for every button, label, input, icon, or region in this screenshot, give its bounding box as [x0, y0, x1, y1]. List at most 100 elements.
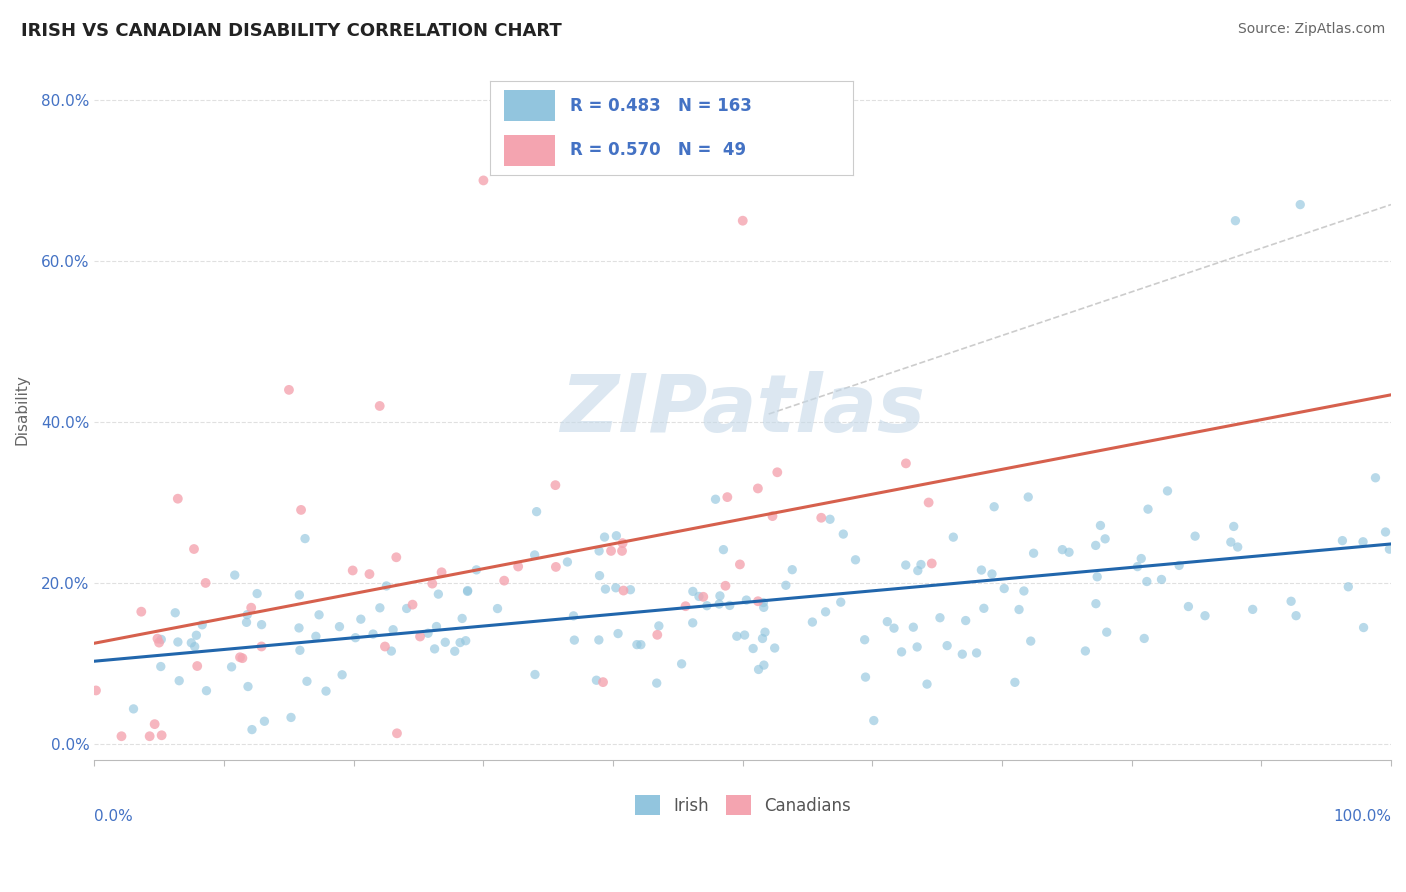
Text: 0.0%: 0.0% — [94, 809, 134, 824]
Point — [1095, 625, 1118, 640]
Point — [472, 173, 495, 187]
Point — [612, 536, 634, 550]
Point — [129, 605, 152, 619]
Point — [1378, 542, 1400, 557]
Point — [725, 629, 748, 643]
Point — [1052, 542, 1074, 557]
Point — [748, 663, 770, 677]
Point — [855, 670, 877, 684]
Point — [1150, 573, 1173, 587]
Point — [1289, 197, 1312, 211]
Point — [830, 595, 852, 609]
Point — [1279, 594, 1302, 608]
Point — [1008, 602, 1031, 616]
Point — [1084, 538, 1107, 552]
Point — [1084, 597, 1107, 611]
Point — [588, 632, 610, 647]
Point — [905, 640, 928, 654]
Point — [315, 684, 337, 698]
Point — [330, 667, 353, 681]
Point — [250, 640, 273, 654]
Point — [288, 588, 311, 602]
Point — [166, 491, 188, 506]
Point — [612, 583, 634, 598]
Point — [894, 456, 917, 470]
Point — [350, 612, 373, 626]
Point — [544, 560, 567, 574]
Point — [752, 596, 775, 610]
Point — [1226, 540, 1249, 554]
Point — [645, 628, 668, 642]
Point — [929, 611, 952, 625]
Point — [465, 563, 488, 577]
Point — [942, 530, 965, 544]
Point — [728, 558, 751, 572]
Point — [682, 615, 704, 630]
Point — [814, 605, 837, 619]
Point — [374, 640, 396, 654]
Point — [427, 587, 450, 601]
Point — [1222, 519, 1244, 533]
Point — [236, 680, 259, 694]
Point — [508, 559, 530, 574]
Point — [449, 635, 471, 649]
Point — [675, 599, 697, 614]
Point — [1057, 545, 1080, 559]
Point — [253, 714, 276, 729]
Point — [342, 564, 364, 578]
Point — [148, 635, 170, 649]
Point — [195, 683, 218, 698]
Point — [451, 611, 474, 625]
Point — [1219, 535, 1241, 549]
Point — [229, 650, 252, 665]
Point — [1012, 584, 1035, 599]
Point — [915, 677, 938, 691]
Point — [588, 544, 610, 558]
Point — [1136, 574, 1159, 589]
Point — [1351, 534, 1374, 549]
Point — [494, 574, 516, 588]
Point — [146, 632, 169, 646]
Point — [775, 578, 797, 592]
Y-axis label: Disability: Disability — [15, 375, 30, 445]
Point — [1156, 483, 1178, 498]
Point — [1225, 213, 1247, 227]
Point — [416, 626, 439, 640]
Point — [1337, 580, 1360, 594]
Point — [780, 563, 803, 577]
Point — [910, 558, 932, 572]
Point — [592, 675, 614, 690]
Point — [731, 213, 754, 227]
Point — [385, 550, 408, 565]
Point — [280, 710, 302, 724]
Point — [1331, 533, 1354, 548]
Text: Source: ZipAtlas.com: Source: ZipAtlas.com — [1237, 22, 1385, 37]
Point — [766, 465, 789, 479]
Point — [167, 635, 190, 649]
Point — [903, 620, 925, 634]
Point — [165, 606, 187, 620]
Point — [1126, 559, 1149, 574]
Point — [921, 557, 943, 571]
Point — [423, 641, 446, 656]
Point — [735, 593, 758, 607]
Point — [294, 532, 316, 546]
Text: ZIPatlas: ZIPatlas — [560, 371, 925, 449]
Point — [595, 582, 617, 596]
Point — [1285, 608, 1308, 623]
Point — [1137, 502, 1160, 516]
Point — [288, 621, 311, 635]
Point — [368, 399, 391, 413]
Point — [1022, 546, 1045, 560]
Point — [382, 623, 405, 637]
Point — [557, 555, 579, 569]
Point — [1019, 634, 1042, 648]
Point — [295, 674, 318, 689]
Point — [395, 601, 418, 615]
Point — [250, 617, 273, 632]
Point — [457, 583, 479, 598]
Point — [191, 617, 214, 632]
Point — [966, 646, 988, 660]
Point — [1085, 570, 1108, 584]
Point — [936, 639, 959, 653]
